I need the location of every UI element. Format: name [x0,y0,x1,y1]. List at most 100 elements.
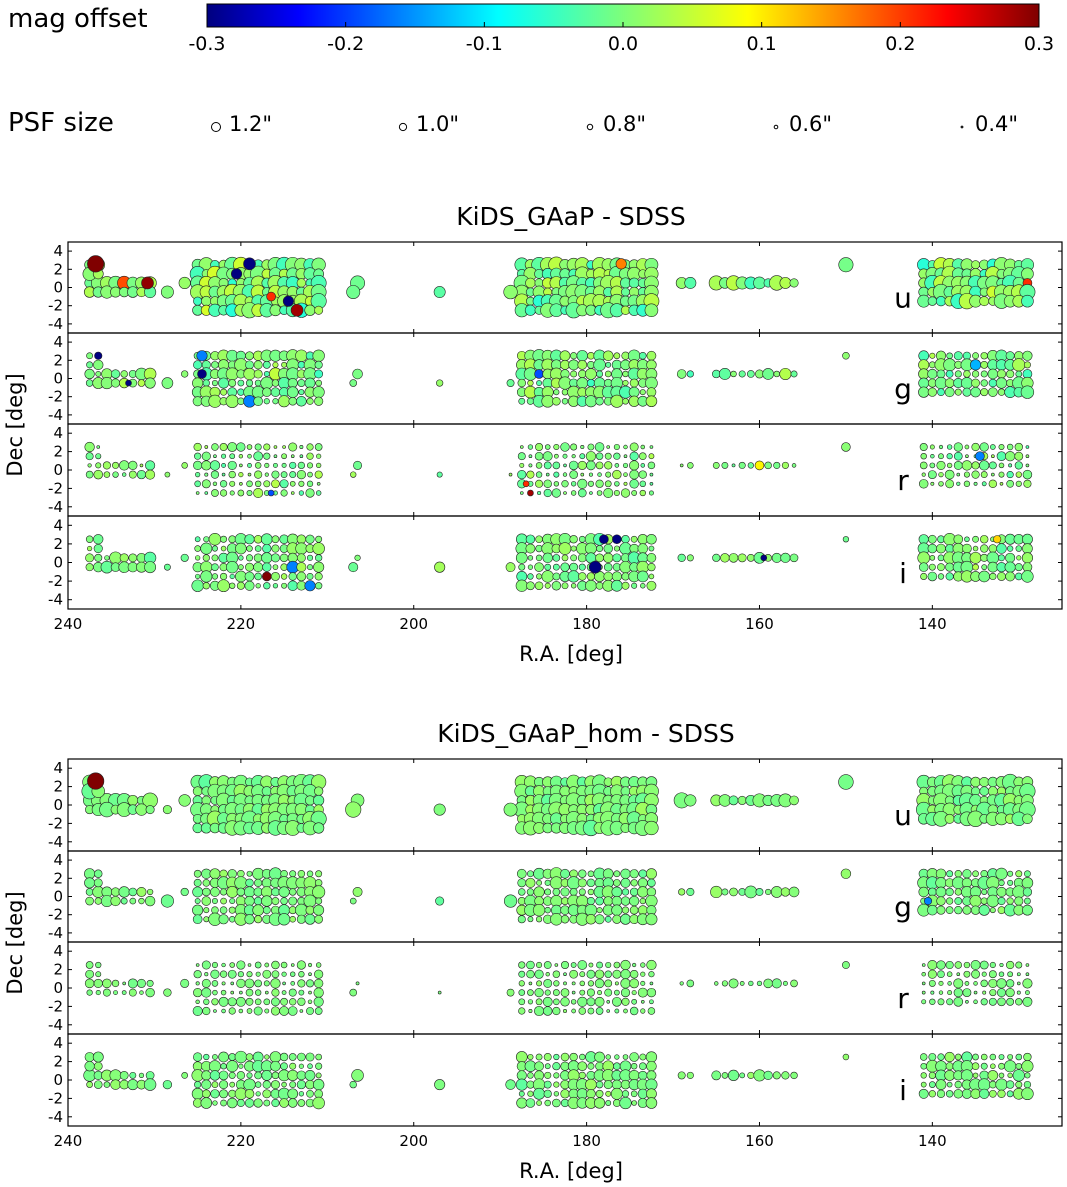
field-marker [128,553,138,563]
field-marker [995,377,1008,389]
field-marker [998,1062,1005,1070]
field-marker [518,961,526,969]
field-marker [577,488,587,498]
field-marker [544,582,551,589]
field-marker [972,870,979,878]
field-marker [553,1072,560,1079]
field-marker [613,489,620,497]
field-marker [254,470,263,479]
field-marker [646,350,657,361]
field-marker [996,369,1007,379]
field-marker [245,360,254,370]
field-marker [842,961,850,969]
field-marker [962,387,972,397]
field-marker [604,452,612,460]
field-marker [936,460,946,470]
field-marker [930,481,935,486]
field-marker [1025,972,1030,977]
field-marker [86,361,94,369]
field-marker [262,969,272,979]
field-marker [282,295,294,307]
field-marker [518,1090,525,1097]
field-marker [102,988,111,997]
field-marker [587,351,595,360]
field-marker [92,1051,104,1063]
field-marker [85,961,94,969]
field-marker [235,996,246,1007]
field-marker [586,897,595,906]
field-marker [842,352,850,360]
y-axis-label: Dec [deg] [3,373,27,476]
field-marker [963,480,971,487]
field-marker [842,536,850,543]
field-marker [263,398,270,405]
field-marker [544,888,552,896]
y-tick-label: -2 [48,388,63,406]
field-marker [263,452,271,460]
field-marker [628,277,640,289]
field-marker [238,555,244,561]
field-marker [261,895,273,907]
field-marker [544,1099,551,1107]
field-marker [979,442,989,452]
field-marker [576,377,589,389]
field-marker [561,398,569,405]
field-marker [245,379,254,387]
field-marker [273,462,278,468]
field-marker [297,979,306,988]
field-marker [971,461,980,470]
field-marker [314,369,324,379]
field-marker [314,443,323,451]
field-marker [614,481,620,487]
y-tick-label: -2 [48,814,63,832]
field-marker [289,461,297,469]
field-marker [1015,998,1023,1006]
field-marker [989,1080,997,1089]
field-marker [254,915,263,924]
field-marker [731,463,736,468]
field-marker [264,1008,270,1014]
field-marker [946,870,954,878]
field-marker [578,869,587,878]
field-marker [193,296,203,306]
field-marker [649,481,654,486]
field-marker [163,988,172,997]
field-marker [570,490,577,496]
field-marker [597,990,603,996]
field-marker [297,1099,306,1107]
field-marker [195,491,200,495]
field-marker [728,978,739,989]
field-marker [972,1053,979,1061]
field-marker [122,981,126,986]
band-label: g [894,373,912,406]
field-marker [1006,1090,1014,1098]
field-marker [936,896,946,906]
field-marker [995,867,1008,880]
field-marker [927,960,938,970]
field-marker [629,887,639,897]
field-marker [919,1053,928,1061]
field-marker [228,906,236,914]
field-marker [239,481,243,486]
field-marker [954,870,962,878]
field-marker [1007,971,1013,978]
field-marker [273,445,278,449]
field-marker [243,367,256,381]
field-marker [244,580,255,591]
field-marker [937,1053,945,1061]
field-marker [637,886,649,898]
field-marker [595,1061,604,1071]
field-marker [648,971,655,978]
markers [85,532,1034,593]
field-marker [947,990,953,996]
field-marker [138,897,145,905]
field-marker [228,1071,236,1079]
field-marker [229,573,235,580]
field-marker [543,961,552,969]
field-marker [989,1089,997,1098]
field-marker [980,535,989,544]
field-marker [315,535,323,543]
panel-u-band: 420-2-4u [48,758,1063,852]
field-marker [971,969,980,979]
field-marker [192,904,204,916]
